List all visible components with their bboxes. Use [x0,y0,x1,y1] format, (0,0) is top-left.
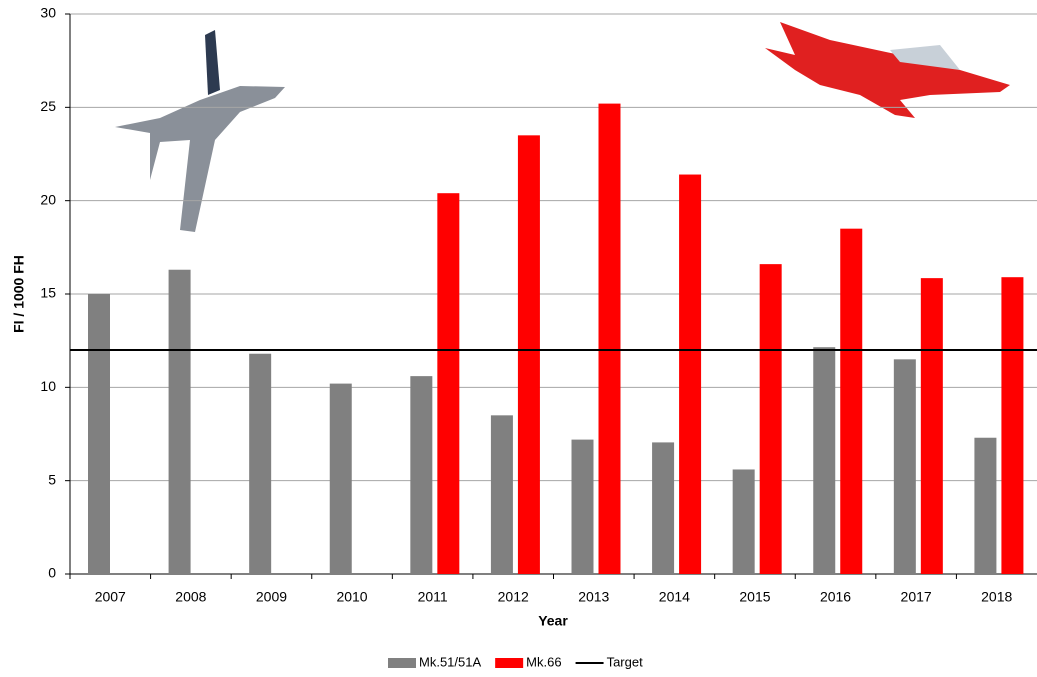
y-tick-label: 10 [40,378,56,394]
legend-swatch [495,658,524,668]
bar [652,442,675,574]
x-tick-label: 2015 [739,589,770,605]
y-axis-label: FI / 1000 FH [11,255,27,333]
legend-label: Target [607,654,644,669]
legend-swatch [388,658,416,668]
y-tick-label: 0 [48,565,56,581]
bar [1001,277,1024,574]
x-tick-label: 2016 [820,589,851,605]
red-jet-image [765,22,1010,118]
bar [329,383,352,574]
x-tick-label: 2009 [256,589,287,605]
bar [88,294,110,574]
y-tick-label: 20 [40,191,56,207]
bar [840,228,863,574]
bar [249,353,272,574]
bar [410,376,433,574]
x-tick-label: 2013 [578,589,609,605]
bar [571,439,594,574]
bar [598,103,621,574]
y-tick-label: 5 [48,471,56,487]
grey-jet-image [115,30,285,232]
bar [732,469,755,574]
bar [893,359,916,574]
bar [920,278,943,574]
x-tick-label: 2011 [418,589,448,605]
y-tick-label: 30 [40,5,56,21]
x-tick-label: 2010 [336,589,367,605]
x-tick-label: 2007 [95,589,126,605]
x-tick-label: 2008 [175,589,206,605]
y-tick-label: 15 [40,285,56,301]
x-axis-label: Year [538,613,568,629]
bar [490,415,513,574]
bar [517,135,540,575]
x-tick-label: 2018 [981,589,1012,605]
bar [679,174,702,575]
bar [813,347,836,574]
x-tick-label: 2014 [659,589,690,605]
bar [759,264,782,574]
legend-label: Mk.51/51A [419,654,481,669]
bar [437,193,460,574]
x-tick-label: 2017 [901,589,932,605]
x-tick-label: 2012 [498,589,529,605]
y-tick-label: 25 [40,98,56,114]
legend-label: Mk.66 [526,654,561,669]
bar [974,437,997,574]
bar [168,269,191,574]
